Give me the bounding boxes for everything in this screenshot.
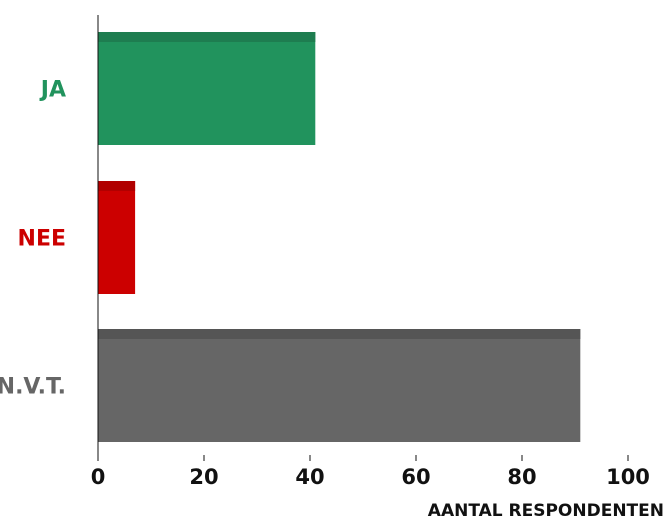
category-label: JA: [39, 78, 66, 103]
x-tick-label: 40: [295, 465, 324, 489]
x-axis-ticks: 0 20 40 60 80 100: [91, 455, 650, 489]
bar-top-band: [98, 181, 136, 191]
x-tick-label: 0: [91, 465, 106, 489]
category-labels: JA NEE N.V.T.: [0, 78, 66, 400]
bar-ja: [98, 32, 316, 145]
x-tick-label: 20: [189, 465, 218, 489]
bar-nee: [98, 181, 136, 294]
category-label: NEE: [18, 227, 66, 252]
x-tick-label: 60: [401, 465, 430, 489]
bar-n-v-t: [98, 329, 581, 442]
x-tick-label: 80: [507, 465, 536, 489]
bars-group: [98, 32, 581, 442]
bar-top-band: [98, 329, 581, 339]
bar-top-band: [98, 32, 316, 42]
x-axis-title: AANTAL RESPONDENTEN: [428, 501, 664, 518]
category-label: N.V.T.: [0, 375, 66, 400]
x-tick-label: 100: [606, 465, 650, 489]
